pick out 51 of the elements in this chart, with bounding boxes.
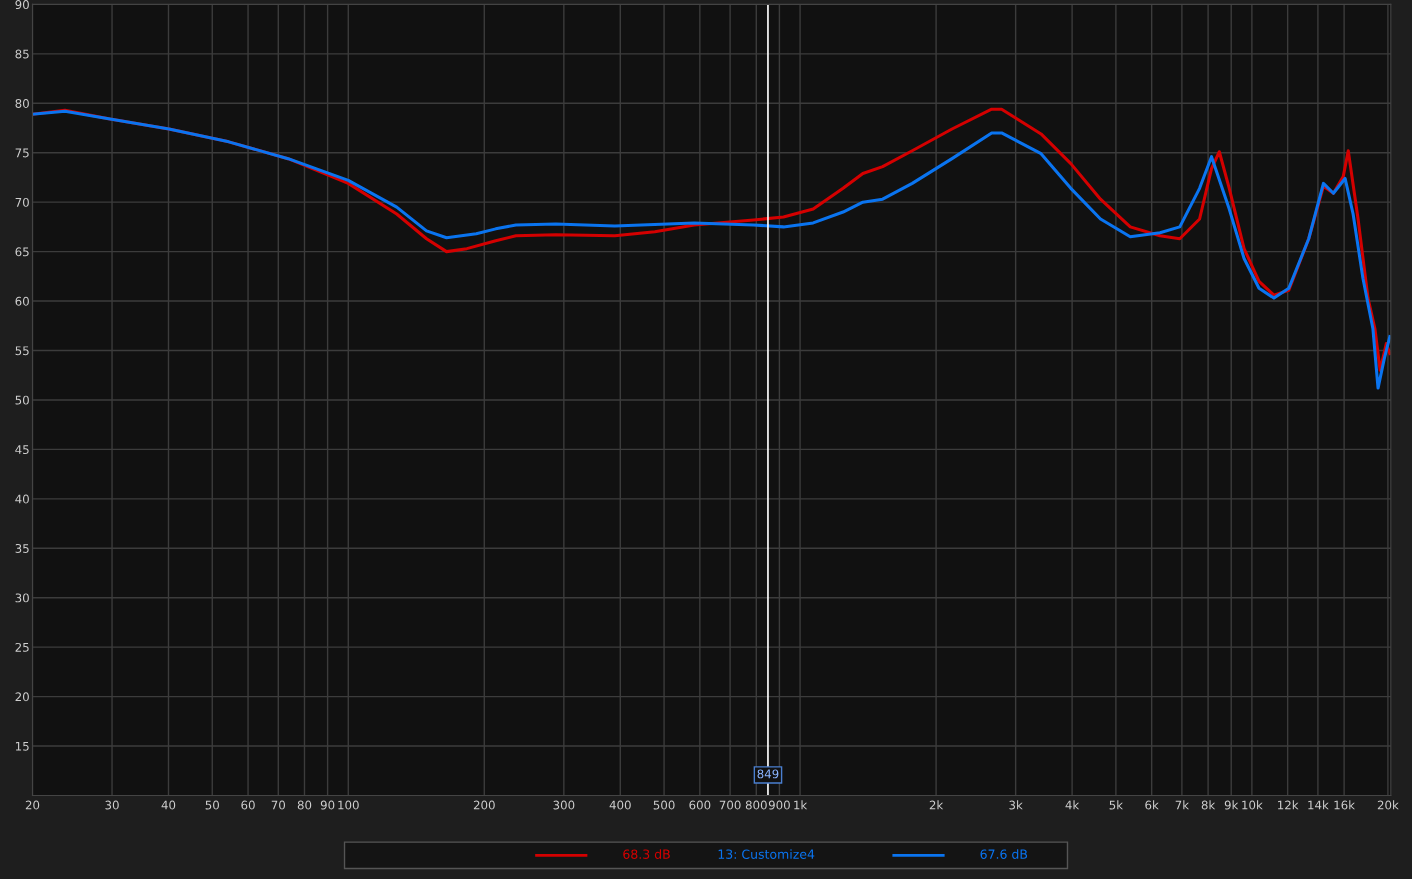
y-tick-label: 50 — [15, 395, 29, 405]
text: 68.3 dB — [623, 849, 670, 859]
y-tick-label: 25 — [15, 642, 29, 652]
x-tick-label: 400 — [609, 800, 631, 810]
x-tick-label: 100 — [338, 800, 359, 810]
y-tick-label: 15 — [15, 741, 29, 751]
y-tick-label: 65 — [15, 247, 29, 257]
x-tick-label: 700 — [719, 800, 741, 810]
x-tick-label: 14k — [1308, 800, 1329, 810]
x-tick-label: 9k — [1224, 800, 1239, 810]
y-tick-label: 90 — [15, 0, 29, 10]
x-tick-label: 12k — [1278, 800, 1299, 810]
x-tick-label: 16k — [1334, 800, 1356, 810]
x-tick-label: 2k — [929, 800, 944, 810]
x-tick-label: 20k — [1377, 800, 1399, 810]
x-tick-label: 5k — [1109, 800, 1124, 810]
x-tick-label: 60 — [241, 800, 255, 810]
text: 67.6 dB — [980, 849, 1028, 859]
x-tick-label: 200 — [473, 800, 495, 810]
x-tick-label: 300 — [553, 800, 575, 810]
x-tick-label: 6k — [1145, 800, 1159, 810]
x-tick-label: 30 — [105, 800, 119, 810]
y-tick-label: 75 — [15, 148, 29, 158]
y-tick-label: 45 — [15, 445, 29, 455]
x-tick-label: 4k — [1065, 800, 1080, 810]
x-tick-label: 800 — [745, 800, 767, 810]
x-tick-label: 500 — [653, 800, 675, 810]
y-tick-label: 20 — [15, 692, 29, 702]
y-tick-label: 30 — [15, 593, 29, 603]
y-tick-label: 35 — [15, 544, 29, 553]
x-tick-label: 40 — [161, 800, 176, 810]
x-tick-label: 70 — [271, 800, 286, 810]
x-tick-label: 80 — [297, 800, 312, 810]
x-tick-label: 90 — [320, 800, 335, 810]
y-tick-label: 70 — [15, 197, 29, 207]
x-tick-label: 3k — [1009, 800, 1023, 810]
y-tick-label: 85 — [15, 49, 29, 59]
x-tick-label: 900 — [768, 800, 790, 810]
x-tick-label: 7k — [1175, 800, 1190, 810]
text: 13: Customize4 — [718, 849, 815, 859]
y-tick-label: 60 — [15, 296, 29, 306]
x-tick-label: 50 — [205, 800, 219, 810]
x-tick-label: 10k — [1242, 800, 1263, 810]
x-tick-label: 20 — [25, 800, 40, 810]
y-tick-label: 40 — [15, 494, 29, 504]
y-tick-label: 80 — [15, 99, 29, 108]
x-tick-label: 600 — [689, 800, 711, 810]
x-tick-label: 8k — [1201, 800, 1216, 810]
x-tick-label: 1k — [794, 800, 808, 810]
y-tick-label: 55 — [15, 346, 29, 356]
ref-line-label: 849 — [757, 769, 779, 779]
